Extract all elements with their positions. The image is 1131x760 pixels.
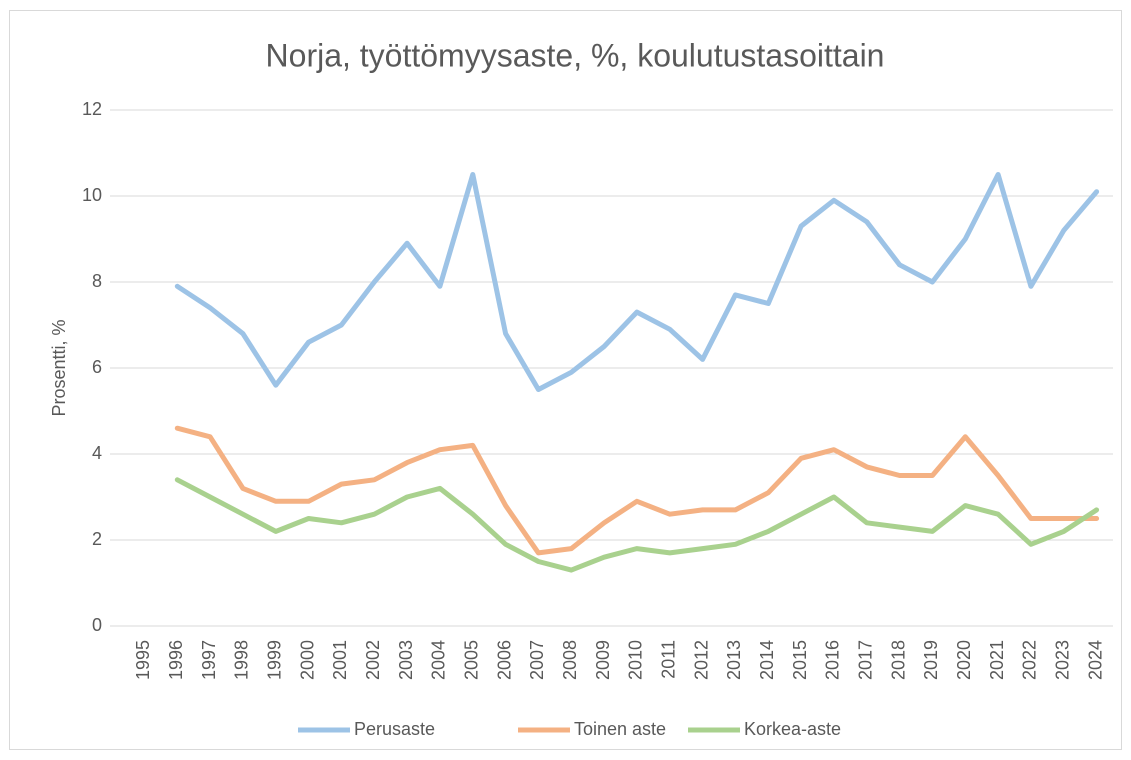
- x-tick-label: 2015: [790, 640, 810, 680]
- x-tick-label: 1997: [199, 640, 219, 680]
- chart-border: [9, 10, 1122, 750]
- x-tick-label: 2007: [527, 640, 547, 680]
- y-axis-label: Prosentti, %: [49, 319, 69, 416]
- x-tick-label: 2000: [297, 640, 317, 680]
- legend-label: Korkea-aste: [744, 719, 841, 739]
- series-line: [174, 477, 1100, 573]
- x-tick-label: 2014: [757, 640, 777, 680]
- y-tick-label: 10: [82, 185, 102, 205]
- x-tick-label: 2022: [1020, 640, 1040, 680]
- series-line: [174, 425, 1100, 556]
- x-tick-label: 2009: [593, 640, 613, 680]
- x-tick-label: 2003: [396, 640, 416, 680]
- x-tick-label: 2013: [724, 640, 744, 680]
- x-tick-label: 2019: [921, 640, 941, 680]
- y-tick-label: 8: [92, 271, 102, 291]
- y-tick-label: 6: [92, 357, 102, 377]
- x-tick-label: 2002: [363, 640, 383, 680]
- legend-label: Toinen aste: [574, 719, 666, 739]
- legend-label: Perusaste: [354, 719, 435, 739]
- x-tick-label: 1999: [265, 640, 285, 680]
- x-tick-label: 2008: [560, 640, 580, 680]
- x-tick-label: 2001: [330, 640, 350, 680]
- x-tick-label: 2020: [954, 640, 974, 680]
- x-tick-label: 2011: [659, 640, 679, 679]
- series-line: [174, 172, 1100, 392]
- x-tick-label: 2005: [462, 640, 482, 680]
- x-tick-label: 2004: [429, 640, 449, 680]
- x-tick-label: 2018: [888, 640, 908, 680]
- x-tick-label: 2010: [626, 640, 646, 680]
- x-tick-label: 2016: [823, 640, 843, 680]
- x-tick-label: 2021: [987, 640, 1007, 680]
- x-tick-label: 2024: [1085, 640, 1105, 680]
- x-tick-label: 1996: [166, 640, 186, 680]
- x-tick-label: 2006: [494, 640, 514, 680]
- x-tick-label: 2017: [856, 640, 876, 680]
- y-tick-label: 0: [92, 615, 102, 635]
- chart-title: Norja, työttömyysaste, %, koulutustasoit…: [266, 37, 885, 73]
- x-tick-label: 2023: [1053, 640, 1073, 680]
- y-tick-label: 12: [82, 99, 102, 119]
- y-tick-label: 4: [92, 443, 102, 463]
- x-tick-label: 1998: [232, 640, 252, 680]
- y-tick-label: 2: [92, 529, 102, 549]
- x-tick-label: 1995: [133, 640, 153, 680]
- x-tick-label: 2012: [691, 640, 711, 680]
